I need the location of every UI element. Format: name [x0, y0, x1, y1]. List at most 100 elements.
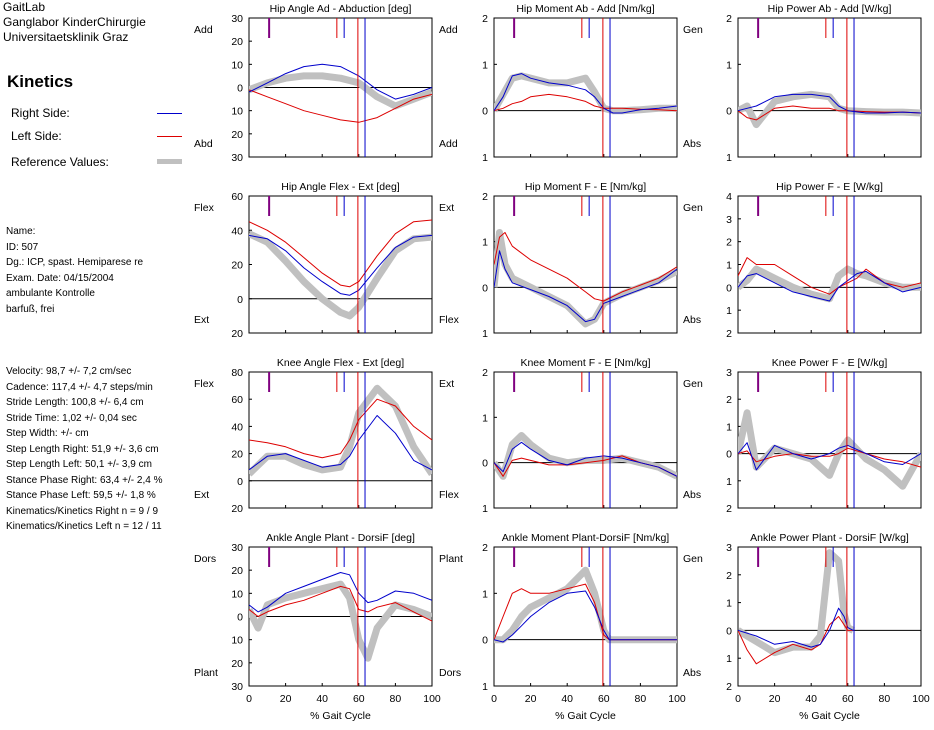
parameter-line: Velocity: 98,7 +/- 7,2 cm/sec	[6, 366, 132, 377]
x-tick-label: 40	[316, 693, 328, 705]
plot-frame	[493, 195, 678, 334]
y-tick-label: 1	[482, 503, 488, 515]
left-side-line	[738, 616, 854, 665]
y-tick-label: 0	[482, 106, 488, 118]
right-side-line	[494, 73, 677, 114]
direction-label-bottom: Abs	[683, 138, 701, 150]
y-tick-label: 1	[482, 681, 488, 693]
plot-frame	[737, 17, 922, 158]
header-line: Ganglabor KinderChirurgie	[3, 15, 146, 29]
chart-title: Hip Angle Flex - Ext [deg]	[281, 181, 400, 193]
x-tick-label: 100	[668, 693, 686, 705]
reference-band	[738, 549, 855, 657]
right-side-line	[738, 442, 921, 471]
y-tick-label: 3	[726, 214, 732, 226]
direction-label-bottom: Abs	[683, 314, 701, 326]
direction-label-bottom: Abd	[194, 138, 213, 150]
header-line: Universitaetsklinik Graz	[3, 30, 129, 44]
legend-reference-label: Reference Values:	[11, 155, 109, 169]
y-tick-label: 40	[231, 225, 243, 237]
chart-title: Ankle Angle Plant - DorsiF [deg]	[266, 532, 415, 544]
y-tick-label: 1	[726, 421, 732, 433]
left-side-line	[738, 105, 921, 121]
direction-label-bottom: Ext	[194, 314, 209, 326]
x-tick-label: 80	[390, 693, 402, 705]
y-tick-label: 0	[726, 282, 732, 294]
chart-panel: Hip Moment Ab - Add [Nm/kg] 2 1 0 1 Add Add	[439, 3, 678, 164]
y-tick-label: 1	[726, 152, 732, 164]
y-tick-label: 20	[231, 328, 243, 340]
y-tick-label: 0	[482, 282, 488, 294]
patient-line: Dg.: ICP, spast. Hemiparese re	[6, 257, 144, 268]
x-tick-label: 40	[805, 693, 817, 705]
parameter-line: Step Length Right: 51,9 +/- 3,6 cm	[6, 443, 159, 455]
y-tick-label: 1	[726, 260, 732, 272]
parameter-line: Step Length Left: 50,1 +/- 3,9 cm	[6, 459, 152, 470]
direction-label-top: Gen	[683, 378, 703, 390]
parameter-line: Stance Phase Right: 63,4 +/- 2,4 %	[6, 474, 163, 486]
right-side-line	[738, 93, 921, 114]
chart-panel: Knee Moment F - E [Nm/kg] 2 1 0 1 Ext Flex	[439, 357, 678, 515]
y-tick-label: 0	[482, 635, 488, 647]
plot-frame	[493, 371, 678, 509]
x-tick-label: 60	[353, 693, 365, 705]
left-side-line	[494, 232, 677, 302]
chart-title: Hip Angle Ad - Abduction [deg]	[270, 3, 412, 15]
reference-band	[738, 265, 921, 303]
y-tick-label: 1	[482, 328, 488, 340]
x-axis-label: % Gait Cycle	[799, 710, 860, 722]
reference-band	[249, 580, 432, 662]
chart-panel: Hip Angle Ad - Abduction [deg] 30 20 10 0 10 2…	[194, 3, 433, 164]
y-tick-label: 2	[726, 394, 732, 406]
chart-title: Hip Power F - E [W/kg]	[776, 181, 883, 193]
direction-label-top: Flex	[194, 202, 215, 214]
reference-band	[249, 384, 432, 477]
direction-label-bottom: Flex	[439, 489, 460, 501]
direction-label-top: Flex	[194, 378, 215, 390]
x-axis-label: % Gait Cycle	[555, 710, 616, 722]
y-tick-label: 80	[231, 367, 243, 379]
patient-line: barfuß, frei	[6, 303, 55, 315]
reference-band	[494, 432, 677, 480]
left-side-line	[249, 219, 432, 288]
x-tick-label: 100	[423, 693, 441, 705]
y-tick-label: 2	[726, 328, 732, 340]
header-line: GaitLab	[3, 0, 46, 14]
y-tick-label: 4	[726, 191, 732, 203]
x-tick-label: 80	[879, 693, 891, 705]
reference-band	[494, 229, 677, 328]
chart-title: Hip Power Ab - Add [W/kg]	[768, 3, 892, 15]
y-tick-label: 2	[726, 237, 732, 249]
y-tick-label: 0	[482, 458, 488, 470]
legend-reference-line	[157, 159, 182, 164]
y-tick-label: 10	[231, 588, 243, 600]
direction-label-top: Add	[194, 24, 213, 36]
y-tick-label: 0	[237, 294, 243, 306]
chart-panel: Hip Power Ab - Add [W/kg] 2 1 0 1 Gen Abs	[683, 3, 922, 164]
right-side-line	[494, 441, 677, 477]
direction-label-bottom: Ext	[194, 489, 209, 501]
y-tick-label: 20	[231, 260, 243, 272]
direction-label-bottom: Flex	[439, 314, 460, 326]
direction-label-bottom: Plant	[194, 667, 218, 679]
legend-right-line	[157, 113, 182, 114]
right-side-line	[494, 250, 677, 323]
chart-title: Knee Power F - E [W/kg]	[772, 357, 888, 369]
y-tick-label: 1	[482, 152, 488, 164]
chart-panel: Knee Angle Flex - Ext [deg] 80 60 40 20 0 20 Fl…	[194, 357, 433, 515]
x-axis-label: % Gait Cycle	[310, 710, 371, 722]
parameter-line: Cadence: 117,4 +/- 4,7 steps/min	[6, 381, 153, 393]
y-tick-label: 30	[231, 681, 243, 693]
x-tick-label: 80	[635, 693, 647, 705]
y-tick-label: 1	[726, 653, 732, 665]
chart-panel: Hip Angle Flex - Ext [deg] 60 40 20 0 20 Flex E…	[194, 181, 433, 340]
y-tick-label: 0	[726, 106, 732, 118]
x-tick-label: 60	[598, 693, 610, 705]
x-tick-label: 20	[525, 693, 537, 705]
x-tick-label: 0	[491, 693, 497, 705]
y-tick-label: 3	[726, 367, 732, 379]
y-tick-label: 2	[726, 503, 732, 515]
right-side-line	[249, 234, 432, 296]
app-header: GaitLab Ganglabor KinderChirurgie Univer…	[3, 0, 146, 45]
y-tick-label: 1	[726, 305, 732, 317]
